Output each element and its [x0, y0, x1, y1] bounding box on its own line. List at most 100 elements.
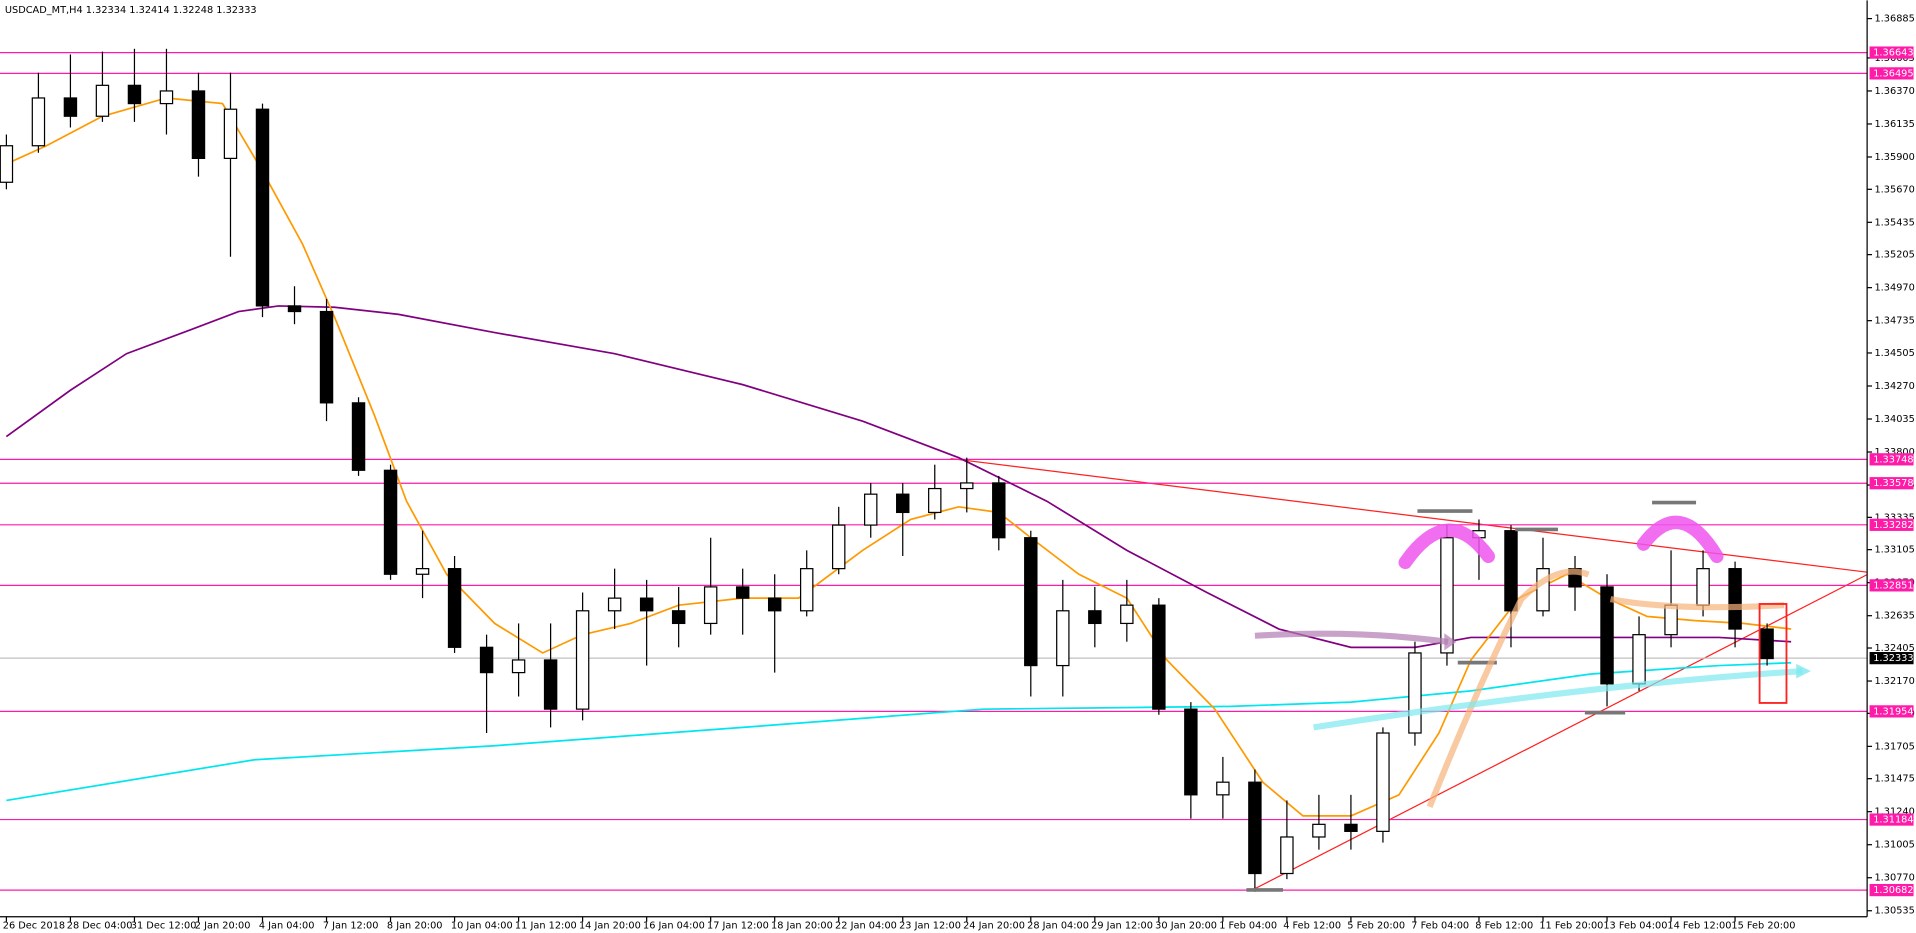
candle-body — [543, 659, 558, 710]
level-label-box — [1869, 813, 1914, 826]
moving-average — [5, 305, 1792, 649]
candle-body — [896, 493, 910, 514]
candle-body — [1312, 823, 1326, 838]
candle-body — [1664, 604, 1678, 636]
candle-body — [864, 493, 878, 526]
x-tick-label: 16 Jan 04:00 — [643, 920, 705, 931]
y-tick-label: 1.36885 — [1874, 14, 1914, 25]
candle-body — [607, 597, 622, 612]
y-tick-label: 1.31705 — [1874, 741, 1914, 752]
y-tick-label: 1.32405 — [1874, 643, 1914, 654]
y-tick-label: 1.33335 — [1874, 512, 1914, 523]
level-label: 1.32851 — [1873, 580, 1913, 591]
x-tick-label: 23 Jan 12:00 — [899, 920, 961, 931]
price-label: 1.32333 — [1873, 653, 1913, 664]
y-tick-label: 1.35205 — [1874, 250, 1914, 261]
x-tick-label: 18 Jan 20:00 — [771, 920, 833, 931]
level-label: 1.31184 — [1873, 815, 1913, 826]
y-tick-label: 1.34735 — [1874, 316, 1914, 327]
level-label: 1.33748 — [1873, 454, 1913, 465]
level-label-box — [1869, 477, 1914, 490]
level-label-box — [1869, 518, 1914, 531]
candle-body — [1152, 604, 1166, 710]
candle-body — [255, 108, 270, 307]
candle-body — [639, 597, 654, 612]
x-tick-label: 14 Feb 12:00 — [1667, 920, 1731, 931]
candle-body — [1504, 530, 1518, 612]
candle-body — [127, 84, 142, 105]
arrow-head — [1444, 633, 1457, 651]
candle-body — [1696, 568, 1710, 606]
y-tick-label: 1.34270 — [1874, 381, 1914, 392]
highlight-box — [1758, 603, 1788, 704]
candle-body — [1344, 823, 1358, 832]
candle-body — [1248, 781, 1262, 875]
candle-body — [1536, 568, 1550, 612]
x-tick-label: 10 Jan 04:00 — [451, 920, 513, 931]
candle-body — [832, 524, 846, 570]
candle-body — [703, 586, 718, 625]
x-tick-label: 5 Feb 20:00 — [1347, 920, 1405, 931]
candle-body — [159, 90, 174, 105]
arrow — [1426, 568, 1590, 808]
level-label: 1.33282 — [1873, 520, 1913, 531]
y-tick-label: 1.35435 — [1874, 217, 1914, 228]
y-tick-label: 1.36370 — [1874, 86, 1914, 97]
x-tick-label: 14 Jan 20:00 — [579, 920, 641, 931]
candle-body — [63, 97, 78, 117]
candle-body — [671, 610, 686, 625]
y-tick-label: 1.32170 — [1874, 676, 1914, 687]
candle-body — [1024, 537, 1038, 667]
y-tick-label: 1.35900 — [1874, 152, 1914, 163]
x-tick-label: 22 Jan 04:00 — [835, 920, 897, 931]
arrow — [1313, 668, 1803, 731]
candle-body — [735, 586, 750, 599]
x-tick-label: 4 Jan 04:00 — [259, 920, 315, 931]
y-tick-label: 1.33800 — [1874, 447, 1914, 458]
x-tick-label: 24 Jan 20:00 — [963, 920, 1025, 931]
x-tick-label: 15 Feb 20:00 — [1731, 920, 1795, 931]
level-label-box — [1869, 46, 1914, 59]
level-label-box — [1869, 705, 1914, 718]
candle-body — [223, 108, 238, 159]
arrow — [1254, 630, 1449, 645]
level-label: 1.36643 — [1873, 48, 1913, 59]
y-tick-label: 1.33105 — [1874, 545, 1914, 556]
x-tick-label: 8 Jan 20:00 — [387, 920, 443, 931]
y-tick-label: 1.34970 — [1874, 283, 1914, 294]
candle-body — [447, 568, 462, 648]
candle-body — [960, 482, 974, 490]
level-label-box — [1869, 453, 1914, 466]
candle-body — [799, 568, 814, 612]
x-tick-label: 17 Jan 12:00 — [707, 920, 769, 931]
candle-body — [415, 568, 430, 575]
candle-body — [319, 310, 334, 404]
x-tick-label: 7 Feb 04:00 — [1411, 920, 1469, 931]
annotations — [1246, 500, 1811, 892]
candle-body — [287, 305, 302, 313]
level-label: 1.33578 — [1873, 478, 1913, 489]
arrow — [1609, 596, 1785, 611]
x-tick-label: 28 Dec 04:00 — [67, 920, 133, 931]
x-tick-label: 26 Dec 2018 — [3, 920, 65, 931]
candle-body — [479, 646, 494, 674]
y-tick-label: 1.34505 — [1874, 348, 1914, 359]
x-tick-label: 13 Feb 04:00 — [1603, 920, 1667, 931]
candle-body — [1408, 652, 1422, 734]
y-tick-label: 1.31240 — [1874, 807, 1914, 818]
x-tick-label: 1 Feb 04:00 — [1219, 920, 1277, 931]
candle-body — [1184, 708, 1198, 796]
candle-body — [1056, 610, 1070, 667]
x-tick-label: 29 Jan 12:00 — [1091, 920, 1153, 931]
candle-body — [511, 659, 526, 674]
x-tick-label: 31 Dec 12:00 — [131, 920, 197, 931]
x-tick-label: 7 Jan 12:00 — [323, 920, 379, 931]
level-label: 1.31954 — [1873, 706, 1913, 717]
candle-body — [1376, 732, 1390, 832]
x-tick-label: 11 Jan 12:00 — [515, 920, 577, 931]
candle-body — [31, 97, 46, 147]
x-tick-label: 4 Feb 12:00 — [1283, 920, 1341, 931]
x-tick-label: 28 Jan 04:00 — [1027, 920, 1089, 931]
